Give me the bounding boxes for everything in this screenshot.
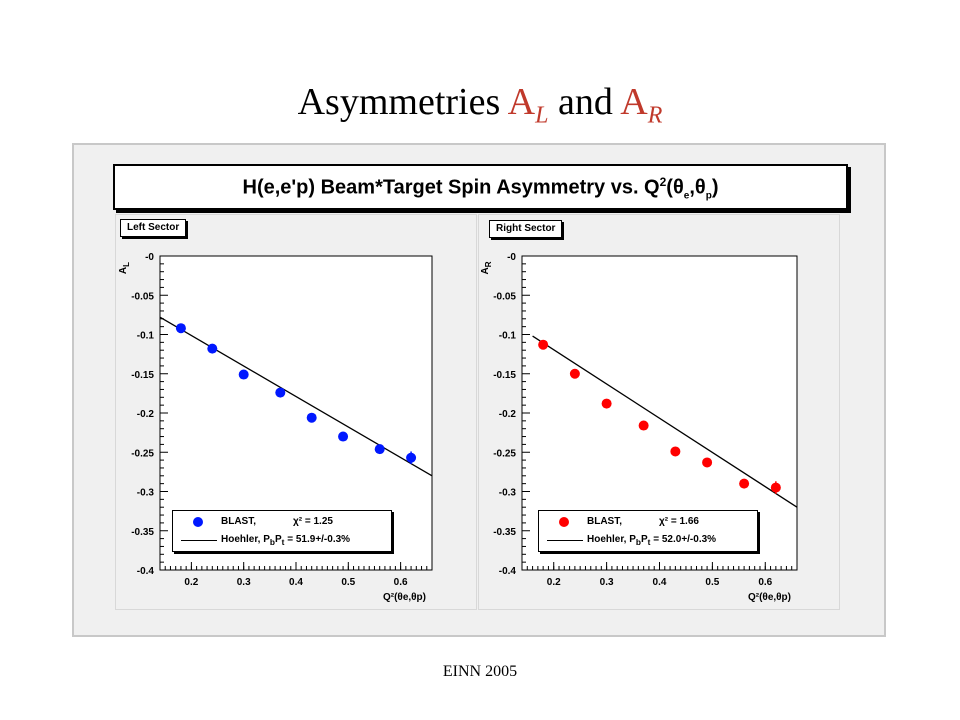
right-ytick-label: -0.25	[493, 448, 516, 459]
right-data-point	[702, 457, 713, 468]
right-legend-fit-label: Hoehler, PbPt = 52.0+/-0.3%	[587, 534, 717, 547]
left-legend-fit-label: Hoehler, PbPt = 51.9+/-0.3%	[221, 534, 351, 547]
right-ytick-label: -0.3	[499, 488, 517, 499]
left-data-point	[306, 412, 317, 423]
left-legend-line	[181, 540, 217, 541]
right-xtick-label: 0.4	[653, 577, 667, 588]
right-data-point	[770, 482, 781, 493]
left-xtick-label: 0.3	[237, 577, 251, 588]
right-ytick-label: -0.05	[493, 291, 516, 302]
left-sector-label: Left Sector	[120, 219, 187, 237]
left-data-point	[338, 431, 349, 442]
left-data-point	[175, 323, 186, 334]
title-main: Asymmetries	[297, 81, 508, 123]
right-ytick-label: -0	[507, 252, 516, 263]
right-legend-chi2: χ² = 1.66	[659, 516, 699, 527]
left-data-point	[238, 369, 249, 380]
right-xtick-label: 0.6	[758, 577, 772, 588]
left-ytick-label: -0.1	[137, 331, 155, 342]
right-sector-label: Right Sector	[489, 220, 563, 238]
right-xtick-label: 0.5	[705, 577, 719, 588]
left-ytick-label: -0.3	[137, 488, 155, 499]
left-ytick-label: -0.4	[137, 566, 155, 577]
right-legend: BLAST, χ² = 1.66 Hoehler, PbPt = 52.0+/-…	[538, 510, 758, 552]
right-data-point	[569, 368, 580, 379]
left-xlabel: Q²(θe,θp)	[383, 592, 426, 603]
left-ylabel: AL	[118, 262, 131, 274]
left-legend-blast-label: BLAST,	[221, 516, 256, 527]
right-data-point	[601, 398, 612, 409]
right-xlabel: Q²(θe,θp)	[748, 592, 791, 603]
right-legend-marker	[559, 517, 569, 527]
figure-banner-title: H(e,e'p) Beam*Target Spin Asymmetry vs. …	[242, 175, 719, 202]
right-ytick-label: -0.4	[499, 566, 517, 577]
right-data-point	[739, 478, 750, 489]
left-ytick-label: -0.35	[131, 527, 154, 538]
left-data-point	[275, 387, 286, 398]
left-legend: BLAST, χ² = 1.25 Hoehler, PbPt = 51.9+/-…	[172, 510, 392, 552]
title-asym-right: AR	[620, 81, 663, 129]
slide-title: Asymmetries AL and AR	[0, 80, 960, 130]
left-ytick-label: -0	[145, 252, 154, 263]
left-xtick-label: 0.5	[341, 577, 355, 588]
left-xtick-label: 0.6	[394, 577, 408, 588]
left-legend-marker	[193, 517, 203, 527]
right-data-point	[638, 420, 649, 431]
right-ytick-label: -0.1	[499, 331, 517, 342]
right-ylabel: AR	[480, 261, 493, 274]
right-legend-line	[547, 540, 583, 541]
right-data-point	[670, 446, 681, 457]
left-ytick-label: -0.25	[131, 448, 154, 459]
right-ytick-label: -0.35	[493, 527, 516, 538]
title-and: and	[548, 81, 621, 123]
left-fit-line	[159, 316, 433, 477]
left-xtick-label: 0.4	[289, 577, 303, 588]
title-asym-left: AL	[507, 81, 549, 129]
right-ytick-label: -0.15	[493, 370, 516, 381]
right-fit-line	[532, 335, 798, 508]
slide-footer: EINN 2005	[442, 663, 518, 680]
left-data-point	[207, 343, 218, 354]
left-ytick-label: -0.2	[137, 409, 155, 420]
figure-banner: H(e,e'p) Beam*Target Spin Asymmetry vs. …	[113, 164, 848, 210]
left-xtick-label: 0.2	[184, 577, 198, 588]
right-data-point	[538, 339, 549, 350]
left-data-point	[374, 444, 385, 455]
left-data-point	[406, 452, 417, 463]
right-ytick-label: -0.2	[499, 409, 517, 420]
left-ytick-label: -0.15	[131, 370, 154, 381]
left-legend-chi2: χ² = 1.25	[293, 516, 333, 527]
right-xtick-label: 0.3	[600, 577, 614, 588]
right-xtick-label: 0.2	[547, 577, 561, 588]
right-legend-blast-label: BLAST,	[587, 516, 622, 527]
left-ytick-label: -0.05	[131, 291, 154, 302]
